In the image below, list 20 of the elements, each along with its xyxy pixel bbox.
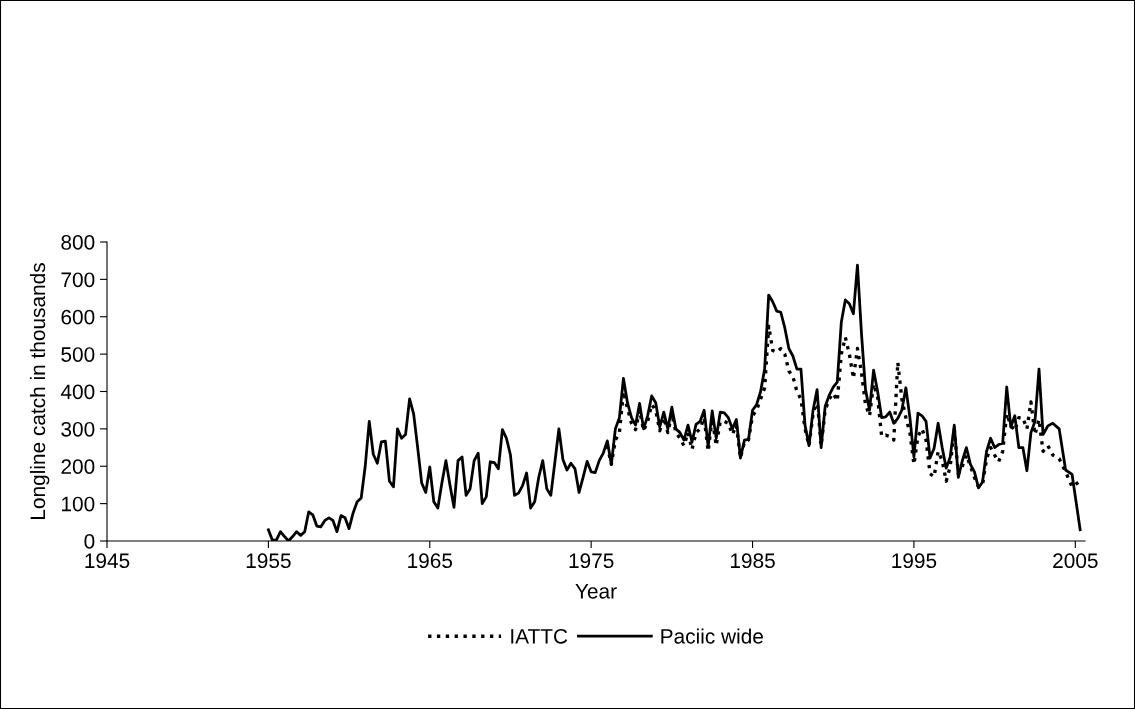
y-tick-label: 800 <box>61 235 95 250</box>
x-tick-label: 1995 <box>892 553 937 569</box>
y-tick-label: 500 <box>61 347 95 362</box>
x-tick-label: 1955 <box>246 553 291 569</box>
legend-label: Paciic wide <box>661 628 763 644</box>
y-tick-label: 700 <box>61 272 95 288</box>
y-axis-title: Longline catch in thousands <box>29 263 50 519</box>
x-tick-label: 2005 <box>1053 553 1098 569</box>
y-tick-label: 600 <box>61 309 95 325</box>
y-tick-label: 300 <box>61 421 95 437</box>
y-tick-label: 200 <box>61 459 95 474</box>
x-tick-label: 1965 <box>408 553 453 569</box>
x-axis-title: Year <box>575 584 617 599</box>
y-tick-label: 400 <box>60 384 95 400</box>
x-tick-label: 1985 <box>730 553 775 569</box>
x-tick-label: 1945 <box>85 553 130 569</box>
y-tick-label: 0 <box>84 534 95 549</box>
x-tick-label: 1975 <box>569 553 614 569</box>
legend-label: IATTC <box>511 628 568 644</box>
y-tick-label: 100 <box>62 496 95 512</box>
